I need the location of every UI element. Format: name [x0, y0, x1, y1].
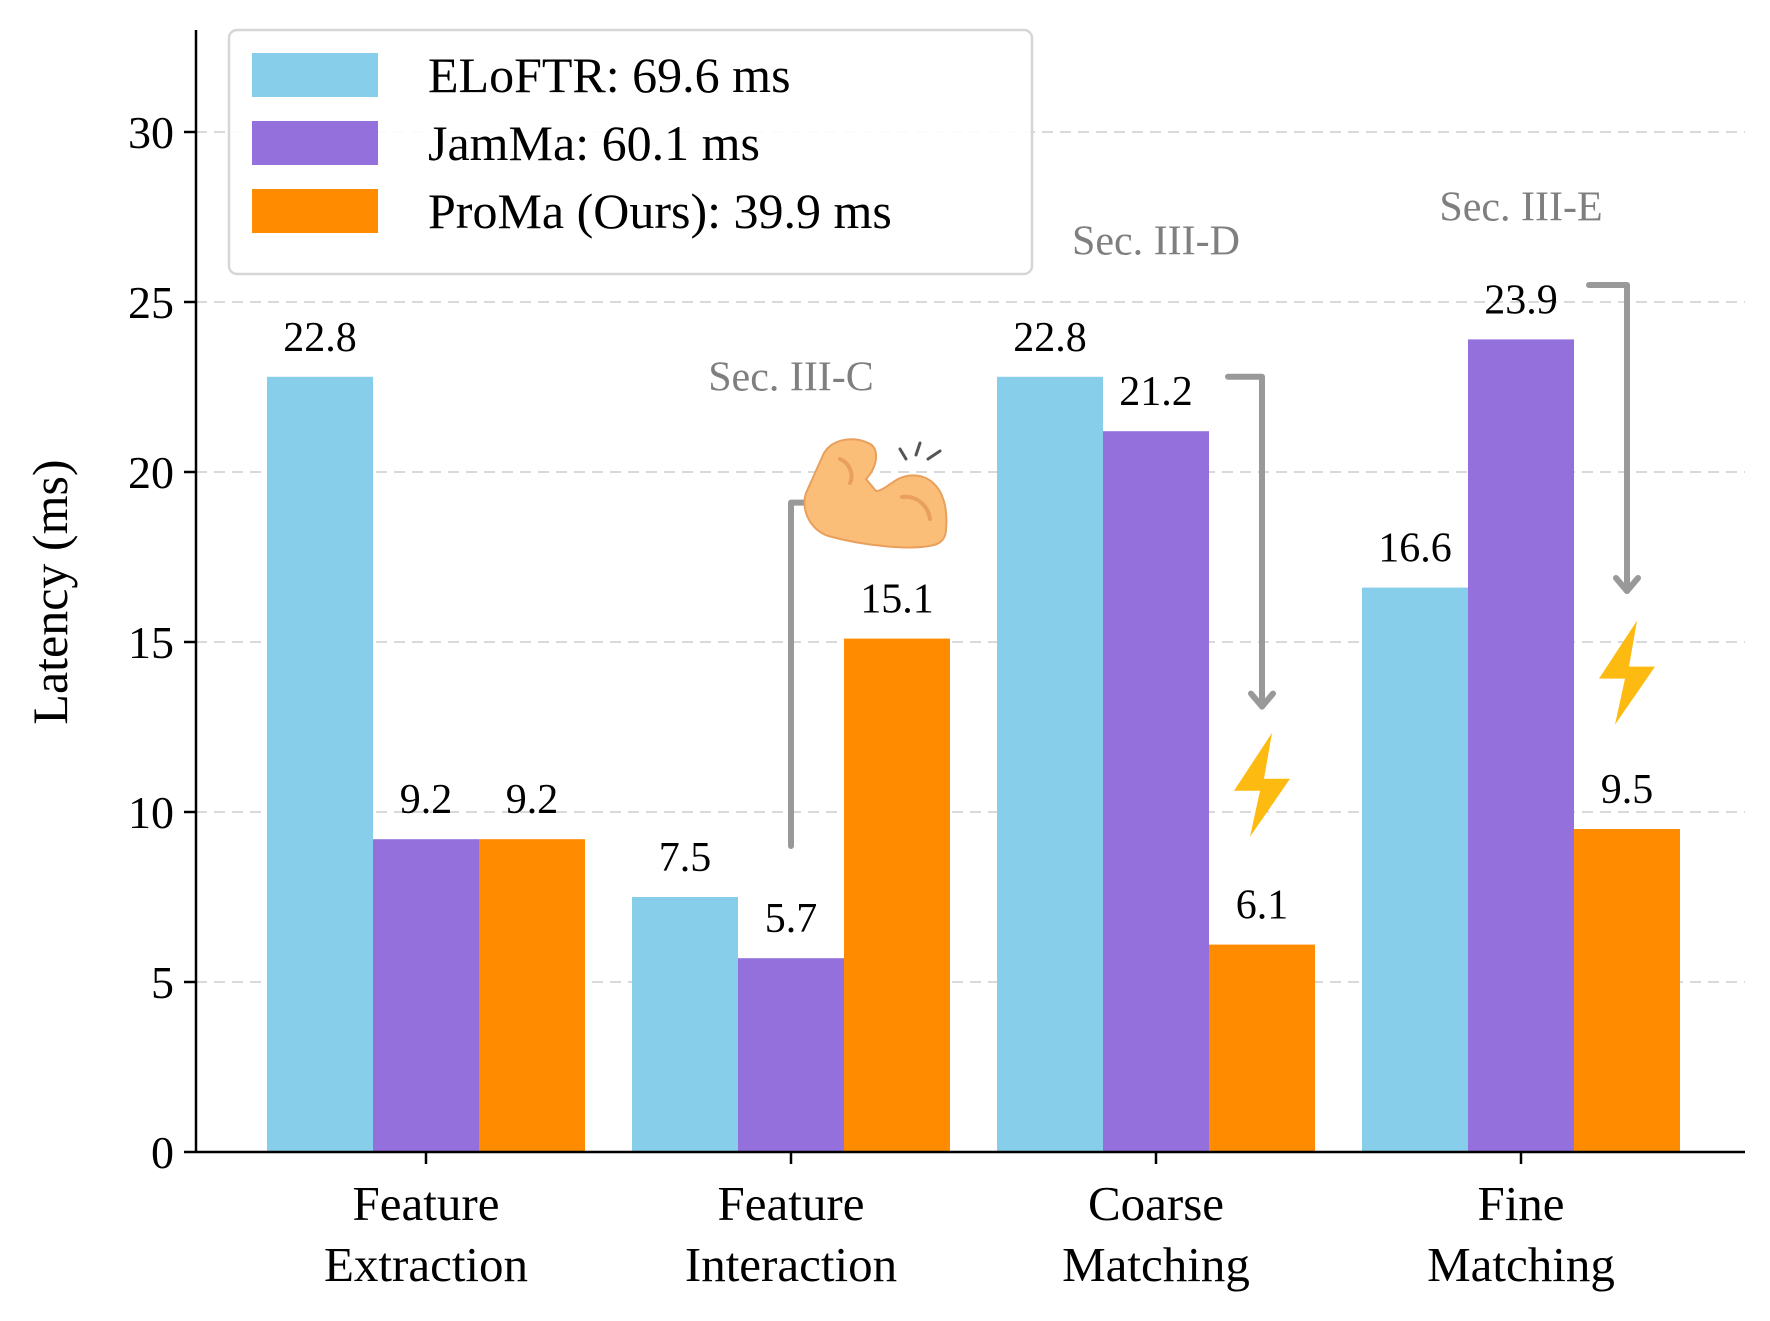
x-tick-label: Interaction — [685, 1237, 897, 1292]
data-label: 15.1 — [860, 577, 934, 623]
increase-arrow — [788, 499, 834, 849]
legend-swatch — [252, 121, 378, 165]
section-annotation: Sec. III-E — [1439, 184, 1602, 230]
flexed-biceps-icon — [803, 438, 948, 549]
bar — [997, 376, 1103, 1152]
decrease-arrow — [1586, 282, 1630, 594]
annotations: Sec. III-C Sec. III-D Sec. III-E — [708, 184, 1655, 849]
data-label: 21.2 — [1119, 369, 1193, 415]
data-label: 16.6 — [1378, 526, 1452, 572]
data-label: 22.8 — [1013, 315, 1087, 361]
data-label: 9.5 — [1601, 767, 1654, 813]
data-label: 23.9 — [1484, 277, 1558, 323]
legend-label: ELoFTR: 69.6 ms — [428, 47, 791, 103]
bar — [1103, 431, 1209, 1152]
data-label: 7.5 — [659, 835, 712, 881]
axes — [194, 30, 1745, 1154]
data-label: 5.7 — [765, 896, 818, 942]
arrow-head — [1248, 690, 1276, 710]
decrease-arrow — [1225, 373, 1265, 710]
legend-label: ProMa (Ours): 39.9 ms — [428, 183, 892, 239]
section-annotation: Sec. III-C — [708, 354, 874, 400]
x-tick-label: Fine — [1477, 1176, 1564, 1231]
legend-swatch — [252, 189, 378, 233]
bar — [1468, 339, 1574, 1152]
bar — [1362, 587, 1468, 1152]
x-tick-label: Matching — [1427, 1237, 1615, 1292]
legend-swatch — [252, 53, 378, 97]
bar — [1209, 944, 1315, 1152]
x-tick-label: Extraction — [324, 1237, 528, 1292]
bar — [267, 376, 373, 1152]
x-tick-label: Coarse — [1088, 1176, 1224, 1231]
section-annotation: Sec. III-D — [1072, 218, 1240, 264]
data-label: 22.8 — [283, 315, 357, 361]
x-tick-label: Matching — [1062, 1237, 1250, 1292]
data-labels: 22.8 7.5 22.8 16.6 9.2 5.7 21.2 23.9 9.2 15.1 6.1 9… — [283, 277, 1653, 942]
legend-frame — [227, 28, 1034, 276]
y-tick-label: 5 — [151, 957, 174, 1008]
y-tick-label: 10 — [128, 787, 174, 838]
y-tick-label: 15 — [128, 617, 174, 668]
legend-label: JamMa: 60.1 ms — [428, 115, 760, 171]
bar — [632, 897, 738, 1152]
arrow-head — [1613, 575, 1641, 594]
data-label: 9.2 — [400, 777, 453, 823]
bar — [373, 839, 479, 1152]
y-axis-ticks: 0 5 10 15 20 25 30 — [128, 107, 196, 1178]
y-tick-label: 25 — [128, 277, 174, 328]
x-tick-label: Feature — [353, 1176, 500, 1231]
data-label: 9.2 — [506, 777, 559, 823]
lightning-bolt-icon — [1234, 732, 1290, 837]
y-axis-label: Latency (ms) — [22, 459, 78, 724]
legend: ELoFTR: 69.6 ms JamMa: 60.1 ms ProMa (Ours… — [227, 28, 1034, 276]
bar — [844, 638, 950, 1152]
y-tick-label: 0 — [151, 1127, 174, 1178]
x-tick-label: Feature — [718, 1176, 865, 1231]
bar — [479, 839, 585, 1152]
y-tick-label: 30 — [128, 107, 174, 158]
bars — [267, 339, 1680, 1152]
lightning-bolt-icon — [1599, 620, 1655, 725]
x-axis-ticks: Feature Extraction Feature Interaction Coars… — [324, 1152, 1615, 1292]
data-label: 6.1 — [1236, 883, 1289, 929]
y-tick-label: 20 — [128, 447, 174, 498]
bar — [1574, 829, 1680, 1152]
bar — [738, 958, 844, 1152]
